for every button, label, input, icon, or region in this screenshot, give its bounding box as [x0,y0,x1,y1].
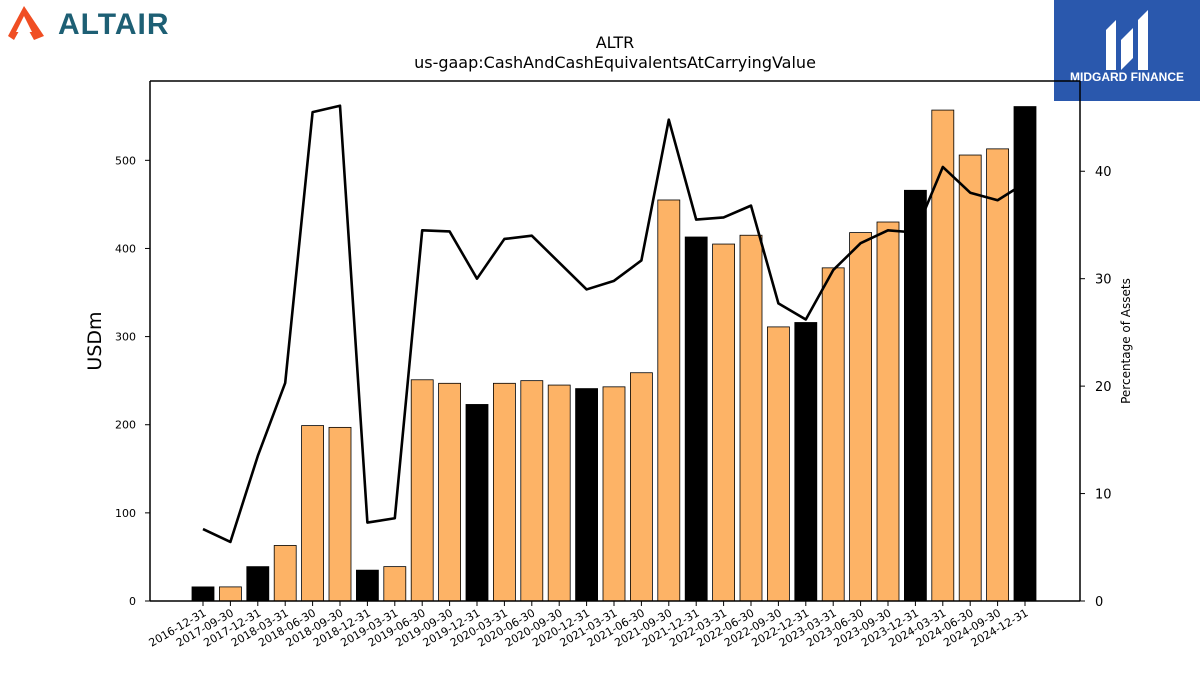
y-tick-label: 100 [115,507,136,520]
bar-2024-12-31 [1013,106,1037,602]
bar-2018-03-31 [273,545,297,602]
bar-2023-03-31 [821,267,845,602]
y2-tick-label: 10 [1095,488,1112,503]
y-tick-label: 200 [115,419,136,432]
bar-2022-09-30 [767,326,790,602]
bar-2016-12-31 [191,586,215,602]
bar-2020-06-30 [520,380,544,602]
bar-2023-12-31 [904,189,927,602]
axes [145,80,1085,606]
y-axis-label: USDm [84,311,106,370]
y2-axis-label: Percentage of Assets [1119,278,1133,404]
bar-2021-06-30 [630,372,653,602]
bar-2023-09-30 [876,221,900,602]
bar-2017-09-30 [218,586,242,602]
bar-2018-12-31 [355,569,379,602]
y2-tick-label: 40 [1095,165,1112,180]
chart-subtitle: us-gaap:CashAndCashEquivalentsAtCarrying… [414,53,816,72]
bar-2021-09-30 [657,199,681,602]
y2-tick-label: 30 [1095,273,1112,288]
altair-logo: ALTAIR [8,6,170,41]
bar-2018-06-30 [301,425,325,602]
y-tick-label: 300 [115,331,136,344]
bar-2021-03-31 [602,386,626,602]
bar-2019-09-30 [438,382,462,602]
y-tick-label: 0 [129,595,136,608]
bar-2019-03-31 [383,566,407,602]
bar-2019-06-30 [410,379,434,602]
bar-2020-09-30 [547,384,571,602]
bar-series [191,106,1037,602]
bar-2024-09-30 [986,148,1009,602]
bar-2022-06-30 [739,234,763,602]
altair-logo-text: ALTAIR [58,8,170,41]
y-tick-label: 400 [115,242,136,255]
y2-tick-label: 20 [1095,380,1112,395]
bar-2018-09-30 [328,426,352,602]
altair-mark-inner-icon [16,16,32,32]
bar-2019-12-31 [465,404,489,602]
bar-2022-12-31 [794,322,818,602]
bar-2024-06-30 [958,154,982,602]
y-tick-label: 500 [115,154,136,167]
bar-2021-12-31 [684,236,708,602]
line-series [202,104,1026,544]
midgard-logo: MIDGARD FINANCE [1054,0,1200,101]
midgard-logo-text: MIDGARD FINANCE [1070,70,1184,84]
midgard-mark-icon [1106,10,1148,70]
bar-2022-03-31 [712,243,735,602]
bar-2020-03-31 [492,382,516,602]
chart-title: ALTR [596,33,635,52]
bar-2020-12-31 [575,388,598,602]
bar-2017-12-31 [246,566,270,602]
y2-tick-label: 0 [1095,595,1103,610]
bar-2023-06-30 [849,232,872,602]
